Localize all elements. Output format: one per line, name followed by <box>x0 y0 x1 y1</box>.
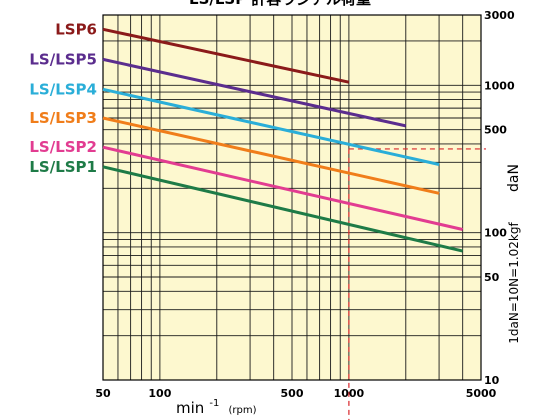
x-axis-label-exponent: -1 <box>209 398 219 409</box>
series-line-3 <box>102 87 440 166</box>
x-tick-label: 1000 <box>334 387 365 400</box>
series-label-5: LS/LSP2 <box>29 138 97 156</box>
series-label-3: LS/LSP4 <box>29 80 97 98</box>
plot-frame <box>102 14 482 381</box>
x-axis-label-main: min <box>176 399 204 417</box>
y-tick-label: 3000 <box>484 9 515 22</box>
y-axis-unit-note: 1daN=10N=1.02kgf <box>507 222 521 344</box>
series-label-4: LS/LSP3 <box>29 109 97 127</box>
y-tick-label: 100 <box>484 227 507 240</box>
x-axis-label: min -1 (rpm) <box>176 391 257 417</box>
series-line-4 <box>102 116 440 195</box>
series-line-1 <box>102 27 350 84</box>
x-tick-label: 50 <box>95 387 111 400</box>
x-tick-label: 500 <box>281 387 304 400</box>
series-line-2 <box>102 57 407 128</box>
series-label-1: LSP6 <box>55 20 97 38</box>
chart-title: LS/LSP 許容ラジアル荷重 <box>189 0 371 8</box>
y-tick-label: 10 <box>484 374 500 387</box>
series-line-6 <box>102 165 464 253</box>
y-axis-label: daN <box>506 164 522 192</box>
y-tick-label: 1000 <box>484 79 515 92</box>
series-label-2: LS/LSP5 <box>29 50 97 68</box>
x-axis-label-unit: (rpm) <box>228 405 256 416</box>
series-label-6: LS/LSP1 <box>29 158 97 176</box>
y-tick-label: 50 <box>484 271 500 284</box>
x-tick-label: 100 <box>148 387 171 400</box>
series-line-5 <box>102 145 464 231</box>
x-tick-label: 5000 <box>466 387 497 400</box>
y-tick-label: 500 <box>484 124 507 137</box>
